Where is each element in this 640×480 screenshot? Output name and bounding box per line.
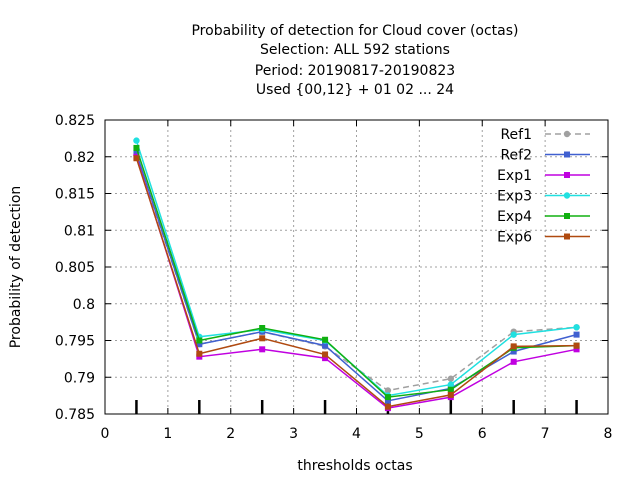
legend-marker-exp6: [564, 233, 570, 240]
x-axis-label: thresholds octas: [297, 458, 412, 474]
series-layer: [133, 137, 580, 412]
x-tick-label: 2: [226, 426, 235, 442]
y-tick-label: 0.82: [64, 150, 95, 166]
legend-item-ref1: Ref1: [500, 127, 590, 143]
legend-marker-exp4: [564, 213, 570, 219]
legend: Ref1 Ref2 Exp1 Exp3 Exp4 Exp6: [497, 127, 590, 246]
data-point-exp4: [259, 325, 266, 332]
data-point-exp1: [573, 346, 580, 353]
x-tick-label: 8: [604, 426, 613, 442]
data-point-exp3: [133, 137, 140, 144]
x-tick-label: 7: [541, 426, 550, 442]
data-point-exp6: [196, 350, 203, 357]
legend-label-ref2: Ref2: [500, 148, 532, 164]
data-point-ref2: [573, 331, 580, 338]
legend-item-exp1: Exp1: [497, 168, 590, 184]
legend-label-ref1: Ref1: [500, 127, 532, 143]
x-tick-label: 3: [289, 426, 298, 442]
data-point-exp6: [133, 155, 140, 162]
data-point-ref2: [133, 150, 140, 157]
y-tick-label: 0.8: [73, 297, 95, 313]
legend-marker-exp1: [564, 172, 570, 178]
legend-marker-ref1: [563, 130, 571, 138]
data-point-exp6: [259, 335, 266, 342]
series-line-ref1: [135, 155, 577, 392]
legend-label-exp1: Exp1: [497, 168, 532, 184]
data-point-ref2: [384, 397, 391, 404]
data-point-exp3: [573, 324, 580, 331]
series-line-exp1: [135, 156, 577, 409]
legend-label-exp6: Exp6: [497, 230, 532, 246]
data-point-ref1: [384, 387, 392, 394]
legend-label-exp3: Exp3: [497, 189, 532, 205]
data-point-exp6: [573, 342, 580, 349]
title-line-3: Period: 20190817-20190823: [255, 63, 455, 79]
y-tick-label: 0.79: [64, 370, 95, 386]
data-point-exp1: [510, 358, 517, 365]
title-line-1: Probability of detection for Cloud cover…: [191, 23, 518, 39]
x-tick-label: 5: [415, 426, 424, 442]
legend-label-exp4: Exp4: [497, 209, 532, 225]
legend-marker-exp3: [563, 192, 571, 199]
tick-marks: [104, 119, 609, 415]
legend-item-ref2: Ref2: [500, 148, 590, 164]
data-point-exp6: [447, 391, 454, 398]
x-tick-label: 6: [478, 426, 487, 442]
chart-title: Probability of detection for Cloud cover…: [191, 23, 518, 98]
series-line-ref2: [135, 152, 577, 402]
y-tick-label: 0.795: [55, 334, 95, 350]
tick-labels: 0 1 2 3 4 5 6 7 8 0.785 0.79 0.795 0.8 0.805 0.81 0.815…: [55, 113, 613, 442]
data-point-exp3: [447, 381, 455, 388]
title-line-2: Selection: ALL 592 stations: [260, 42, 450, 58]
y-axis-label: Probability of detection: [8, 186, 24, 349]
data-point-exp4: [322, 336, 329, 343]
series-exp6: [133, 155, 580, 410]
data-point-exp1: [322, 355, 329, 362]
data-point-ref2: [196, 341, 203, 348]
data-point-exp4: [196, 337, 203, 344]
data-point-ref2: [510, 348, 517, 355]
x-tick-label: 1: [163, 426, 172, 442]
data-point-exp6: [384, 403, 391, 410]
legend-item-exp4: Exp4: [497, 209, 590, 225]
x-tick-label: 0: [101, 426, 110, 442]
legend-item-exp3: Exp3: [497, 189, 590, 205]
data-point-exp4: [384, 394, 391, 401]
legend-marker-ref2: [564, 151, 570, 158]
grid-lines: [105, 120, 608, 414]
x-tick-label: 4: [352, 426, 361, 442]
y-tick-label: 0.815: [55, 187, 95, 203]
data-point-exp6: [322, 351, 329, 358]
data-point-exp4: [447, 386, 454, 393]
y-tick-label: 0.805: [55, 260, 95, 276]
y-tick-label: 0.785: [55, 407, 95, 423]
data-point-exp4: [133, 144, 140, 151]
data-point-ref1: [447, 375, 455, 382]
data-point-ref2: [322, 342, 329, 349]
series-line-exp6: [135, 157, 577, 408]
data-point-exp6: [510, 343, 517, 350]
title-line-4: Used {00,12} + 01 02 ... 24: [256, 82, 454, 98]
y-tick-label: 0.825: [55, 113, 95, 129]
data-point-exp1: [259, 346, 266, 353]
plot-frame: [104, 119, 609, 415]
data-point-exp3: [510, 331, 517, 338]
y-tick-label: 0.81: [64, 223, 95, 239]
legend-item-exp6: Exp6: [497, 230, 590, 246]
